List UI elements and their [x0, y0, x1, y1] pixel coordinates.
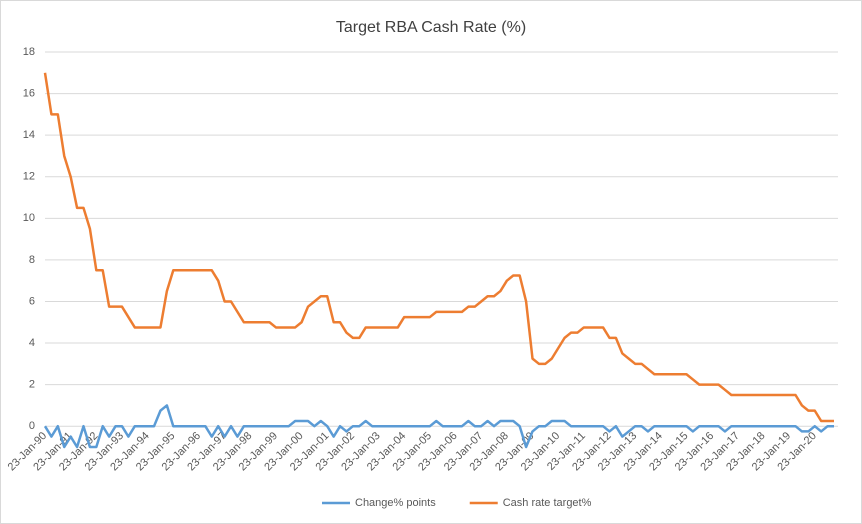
y-tick-label: 10	[23, 212, 35, 224]
y-tick-label: 6	[29, 295, 35, 307]
legend-label: Cash rate target%	[503, 497, 592, 509]
y-tick-label: 12	[23, 171, 35, 183]
y-tick-label: 18	[23, 46, 35, 58]
y-tick-label: 2	[29, 379, 35, 391]
y-tick-label: 0	[29, 420, 35, 432]
series-line	[43, 72, 834, 423]
series-line	[43, 404, 834, 449]
chart-title: Target RBA Cash Rate (%)	[336, 19, 526, 36]
y-tick-label: 4	[29, 337, 35, 349]
y-tick-label: 16	[23, 87, 35, 99]
legend-label: Change% points	[355, 497, 436, 509]
y-tick-label: 8	[29, 254, 35, 266]
y-tick-label: 14	[23, 129, 35, 141]
